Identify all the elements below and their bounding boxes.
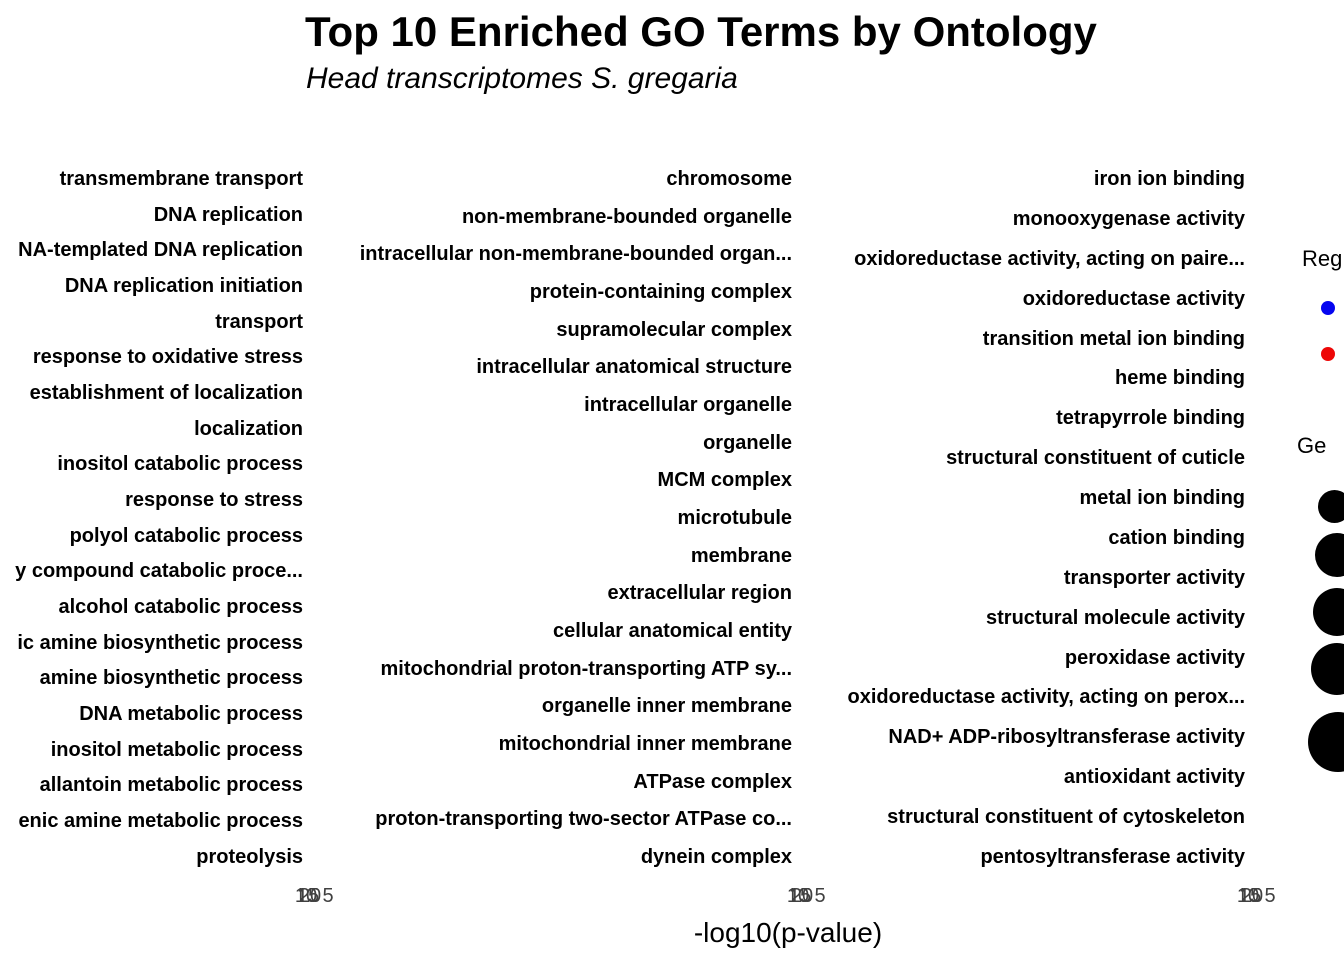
x-tick-label: 20 (1240, 885, 1264, 907)
facet-col-1: transmembrane transport DNA replication NA… (0, 168, 303, 868)
x-tick-label: 15 (788, 885, 812, 907)
go-term-label: transporter activity (1063, 566, 1245, 589)
go-term-label: ATPase complex (633, 770, 792, 793)
go-term-label: cellular anatomical entity (553, 619, 792, 642)
go-term-label: metal ion binding (1079, 487, 1245, 509)
go-term-label: oxidoreductase activity, acting on paire… (854, 247, 1245, 270)
x-tick-label: 10 (294, 885, 318, 907)
legend-gene-count-title: Ge (1297, 433, 1327, 458)
go-term-label: polyol catabolic process (69, 524, 303, 547)
legend-red-dot-icon (1321, 347, 1335, 361)
go-term-label: DNA metabolic process (79, 703, 303, 726)
go-term-label: heme binding (1115, 367, 1245, 390)
legend-size-circle-icon (1318, 490, 1344, 523)
go-term-label: mitochondrial proton-transporting ATP sy… (380, 657, 792, 680)
go-term-label: response to oxidative stress (32, 346, 303, 369)
go-term-label: oxidoreductase activity (1022, 287, 1245, 310)
go-term-label: extracellular region (607, 582, 792, 605)
legend-regulation-title: Reg (1302, 246, 1343, 271)
go-term-label: y compound catabolic proce... (15, 560, 303, 583)
go-term-label: DNA replication initiation (64, 275, 303, 298)
go-term-label: iron ion binding (1093, 168, 1245, 190)
go-term-label: transmembrane transport (59, 168, 303, 190)
go-term-label: organelle (703, 431, 792, 454)
go-term-label: monooxygenase activity (1012, 207, 1245, 230)
legend-size-circle-icon (1308, 712, 1344, 772)
go-term-label: non-membrane-bounded organelle (461, 205, 792, 228)
facet-col-3: iron ion binding monooxygenase activity ox… (830, 168, 1245, 868)
go-term-label: microtubule (677, 506, 792, 529)
x-tick-label: 10 (1236, 885, 1260, 907)
go-term-label: amine biosynthetic process (39, 667, 303, 690)
x-tick-label: 5 (322, 885, 334, 907)
go-term-label: transition metal ion binding (982, 327, 1245, 350)
go-term-label: membrane (690, 544, 792, 567)
go-term-label: intracellular anatomical structure (476, 356, 792, 379)
go-term-label: MCM complex (657, 469, 792, 492)
go-term-label: structural constituent of cytoskeleton (887, 806, 1245, 828)
go-term-label: proton-transporting two-sector ATPase co… (375, 808, 792, 831)
x-tick-label: 15 (1238, 885, 1262, 907)
go-term-label: structural molecule activity (986, 606, 1245, 629)
go-term-label: peroxidase activity (1064, 646, 1245, 669)
page-title: Top 10 Enriched GO Terms by Ontology (305, 8, 1097, 55)
go-term-label: localization (194, 417, 303, 440)
go-term-label: tetrapyrrole binding (1056, 407, 1245, 430)
x-tick-label: 15 (296, 885, 320, 907)
go-term-label: intracellular non-membrane-bounded organ… (359, 243, 792, 266)
go-term-label: inositol metabolic process (50, 738, 303, 761)
legend-size-circle-icon (1311, 643, 1344, 695)
x-tick-label: 5 (814, 885, 826, 907)
x-axis-title: -log10(p-value) (693, 917, 883, 948)
go-term-label: chromosome (666, 168, 792, 190)
go-term-label: proteolysis (196, 845, 303, 868)
x-tick-label: 10 (786, 885, 810, 907)
go-term-label: pentosyltransferase activity (980, 845, 1245, 868)
x-tick-label: 20 (298, 885, 322, 907)
facet-col-2: chromosome non-membrane-bounded organelle… (330, 168, 792, 868)
x-tick-label: 5 (1264, 885, 1276, 907)
go-term-label: allantoin metabolic process (39, 774, 303, 797)
x-tick-label: 20 (790, 885, 814, 907)
go-term-label: alcohol catabolic process (58, 596, 303, 619)
legend-size-circle-icon (1315, 533, 1344, 577)
go-term-label: enic amine metabolic process (18, 810, 303, 833)
legend-size-circle-icon (1313, 588, 1344, 636)
go-term-label: inositol catabolic process (57, 453, 303, 476)
go-term-label: mitochondrial inner membrane (498, 732, 792, 755)
go-term-label: intracellular organelle (584, 393, 792, 416)
go-term-label: organelle inner membrane (541, 695, 792, 718)
go-term-label: ic amine biosynthetic process (17, 631, 303, 654)
go-term-label: supramolecular complex (556, 318, 792, 341)
legend-blue-dot-icon (1321, 301, 1335, 315)
go-term-label: NAD+ ADP-ribosyltransferase activity (888, 726, 1245, 749)
go-term-label: NA-templated DNA replication (18, 239, 303, 262)
go-term-label: DNA replication (153, 203, 303, 226)
go-term-label: transport (215, 310, 303, 333)
go-term-label: protein-containing complex (529, 280, 792, 303)
go-term-label: establishment of localization (29, 382, 303, 405)
go-term-label: response to stress (125, 489, 303, 512)
go-term-label: cation binding (1108, 526, 1245, 549)
go-term-label: structural constituent of cuticle (946, 447, 1245, 470)
go-term-label: oxidoreductase activity, acting on perox… (847, 686, 1245, 709)
page-subtitle: Head transcriptomes S. gregaria (306, 62, 738, 95)
go-term-label: dynein complex (640, 845, 792, 868)
go-term-label: antioxidant activity (1063, 766, 1245, 789)
